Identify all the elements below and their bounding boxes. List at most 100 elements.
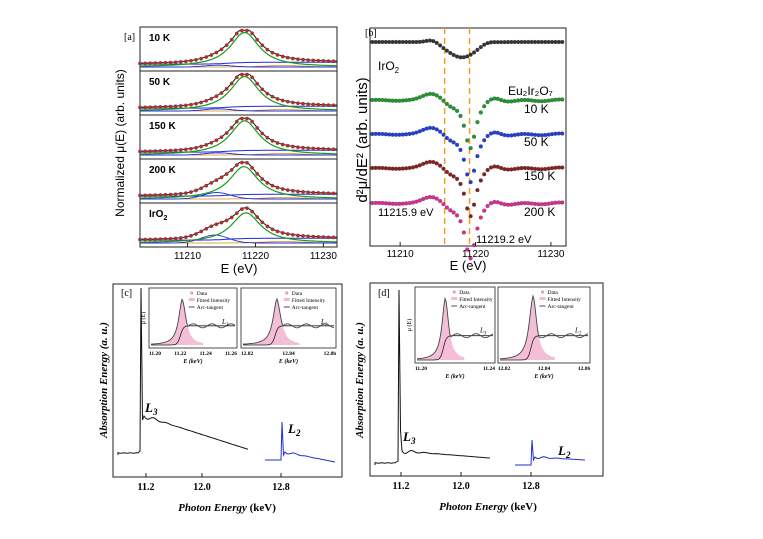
data-point [458, 219, 463, 224]
data-point [148, 105, 153, 110]
data-point [471, 202, 477, 207]
legend-swatch [283, 298, 290, 301]
data-point [250, 31, 254, 36]
data-point [199, 56, 204, 61]
data-point [407, 131, 412, 136]
background-curve [140, 193, 337, 197]
data-point [448, 172, 453, 177]
data-point [285, 232, 290, 236]
data-point [407, 200, 412, 206]
data-point [321, 103, 326, 107]
data-point [421, 93, 426, 98]
data-point [255, 37, 260, 42]
data-point [410, 39, 416, 45]
legend-entry: Data [459, 290, 470, 296]
data-point [148, 193, 153, 198]
data-point [224, 218, 229, 223]
data-point [306, 58, 311, 63]
data-point [321, 191, 326, 195]
data-point [143, 193, 147, 198]
data-point [316, 190, 321, 195]
data-point [427, 91, 432, 96]
data-point [250, 165, 254, 170]
data-point [219, 47, 224, 52]
inset-xlabel: E (keV) [182, 358, 202, 365]
legend-swatch [451, 297, 458, 300]
data-point [539, 39, 544, 45]
data-point [492, 96, 497, 101]
data-point [290, 144, 295, 149]
panel-c-edge-l3: L3 [144, 400, 158, 417]
panel-d-edge-l3: L3 [402, 429, 416, 446]
data-point [478, 144, 483, 149]
data-point [168, 104, 173, 109]
panel-b-x-ticks: 11210 11220 11230 [387, 242, 565, 260]
data-point [390, 201, 395, 206]
inset-edge-label: L3 [479, 327, 487, 337]
panel-d-plot [374, 289, 586, 466]
data-point [331, 191, 336, 196]
data-point [163, 192, 168, 197]
data-point [275, 229, 280, 234]
data-point [285, 143, 290, 148]
data-point [255, 81, 260, 86]
data-point [316, 146, 321, 151]
inset-edge-label: L3 [221, 318, 229, 328]
data-point [280, 231, 285, 235]
data-point [209, 224, 214, 229]
main-peak-curve [140, 212, 337, 243]
shoulder-curve [140, 64, 337, 68]
series-label: 200 K [524, 205, 555, 219]
data-point [410, 97, 416, 102]
data-point [556, 97, 561, 102]
x-tick-label: 12.8 [272, 482, 290, 493]
l2-trace [265, 421, 336, 463]
data-point [214, 50, 219, 55]
data-point [326, 59, 331, 64]
data-point [209, 180, 214, 185]
data-point [199, 100, 204, 105]
data-point [331, 235, 336, 240]
data-point [209, 53, 214, 57]
data-point [495, 96, 500, 101]
l3-trace [117, 287, 249, 455]
data-point [296, 57, 300, 62]
data-point [482, 138, 487, 143]
data-point [438, 129, 443, 134]
data-point [543, 39, 548, 45]
data-point [280, 142, 285, 147]
data-point [219, 91, 224, 95]
data-point [509, 39, 514, 45]
data-point [499, 201, 504, 206]
data-point [265, 91, 270, 96]
data-point [438, 163, 443, 168]
data-point [376, 131, 382, 136]
inset-ylabel: μ (E) [140, 312, 147, 324]
data-point [163, 148, 168, 153]
data-point [306, 190, 311, 195]
panel-d-ylabel: Absorption Energy (a. u.) [354, 322, 366, 439]
data-point [234, 31, 239, 36]
data-point [522, 39, 527, 45]
data-point [478, 110, 483, 115]
data-point [427, 159, 432, 164]
series-0 [370, 38, 565, 60]
data-point [255, 215, 260, 219]
data-point [471, 134, 477, 139]
data-point [316, 58, 321, 63]
data-point [427, 125, 432, 130]
data-curve [243, 297, 335, 345]
data-point [209, 96, 214, 101]
data-point [168, 60, 173, 65]
data-point [509, 133, 514, 138]
inset-edge-label: L2 [320, 318, 328, 328]
data-point [536, 39, 541, 45]
data-point [502, 202, 507, 207]
data-point [516, 201, 521, 206]
data-point [138, 149, 142, 154]
data-point [505, 133, 511, 138]
data-point [421, 197, 426, 202]
data-point [455, 108, 460, 113]
data-point [502, 99, 507, 104]
